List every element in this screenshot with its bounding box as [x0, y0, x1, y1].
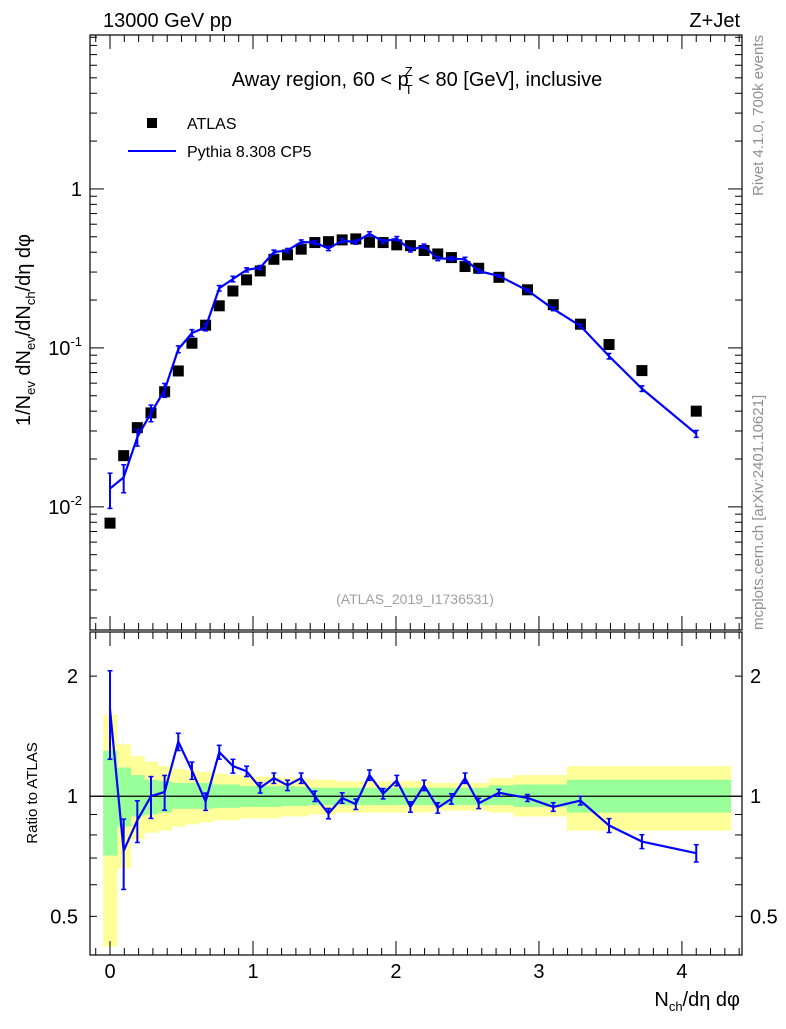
xlabel-pre: N — [654, 989, 668, 1011]
atlas-data-point — [432, 248, 444, 260]
plot-title: Away region, 60 < pZ T < 80 [GeV], inclus… — [232, 64, 602, 97]
ratio-plot: 0.5 0.5 1 1 2 2 0 1 2 3 4 — [50, 631, 778, 983]
atlas-data-point — [104, 517, 116, 529]
main-ytick-label: 10-2 — [48, 493, 82, 519]
legend-mc-label: Pythia 8.308 CP5 — [187, 144, 312, 161]
xtick-label: 1 — [247, 961, 258, 983]
xlabel-sub: ch — [669, 999, 683, 1014]
ratio-ytick-label-left: 1 — [67, 786, 78, 808]
ratio-ytick-label-left: 2 — [67, 666, 78, 688]
mc-line — [109, 232, 697, 490]
rivet-label: Rivet 4.1.0, 700k events — [750, 35, 767, 196]
header-left: 13000 GeV pp — [103, 10, 232, 32]
xlabel-post: /dη dφ — [683, 989, 740, 1011]
atlas-data-point — [295, 243, 307, 255]
atlas-data-point — [186, 337, 198, 349]
xtick-label: 4 — [676, 961, 687, 983]
atlas-data-point — [547, 299, 559, 311]
atlas-data-point — [322, 236, 334, 248]
atlas-data-point — [118, 450, 130, 462]
xtick-label: 3 — [533, 961, 544, 983]
atlas-data-point — [131, 422, 143, 434]
atlas-data-point — [391, 239, 403, 251]
atlas-data-point — [350, 233, 362, 245]
main-ytick-label: 10-1 — [48, 334, 82, 360]
xlabel: Nch/dη dφ — [654, 989, 740, 1014]
atlas-data-point — [268, 253, 280, 265]
header-right: Z+Jet — [689, 10, 740, 32]
xtick-label: 0 — [104, 961, 115, 983]
ratio-band-inner-bin — [488, 785, 514, 806]
ratio-band-inner-bin — [103, 750, 118, 856]
main-ylabel: 1/Nev dNev/dNch/dη dφ — [13, 234, 38, 426]
atlas-data-point — [636, 365, 648, 377]
atlas-data-point — [282, 249, 294, 261]
atlas-data-point — [404, 240, 416, 252]
title-sup: Z — [405, 64, 413, 79]
title-sub: T — [405, 82, 413, 97]
main-frame — [89, 34, 743, 631]
mcplots-label: mcplots.cern.ch [arXiv:2401.10621] — [750, 395, 767, 630]
atlas-data-point — [213, 300, 225, 312]
title-post: < 80 [GeV], inclusive — [413, 69, 603, 91]
atlas-data-point — [241, 274, 253, 286]
xtick-label: 2 — [390, 961, 401, 983]
ratio-ytick-label-right: 0.5 — [750, 906, 778, 928]
atlas-data-point — [227, 285, 239, 297]
ratio-ytick-label-right: 2 — [750, 666, 761, 688]
legend-atlas-label: ATLAS — [187, 116, 237, 133]
ratio-ytick-label-right: 1 — [750, 786, 761, 808]
atlas-data-point — [172, 365, 184, 377]
atlas-data-point — [418, 244, 430, 256]
ratio-ylabel: Ratio to ATLAS — [24, 742, 41, 843]
atlas-data-point — [254, 265, 266, 277]
atlas-data-point — [459, 261, 471, 273]
atlas-data-point — [690, 405, 702, 417]
atlas-data-point — [473, 262, 485, 274]
main-ytick-label: 1 — [71, 179, 82, 201]
atlas-data-point — [603, 339, 615, 351]
ratio-frame — [89, 631, 743, 956]
legend-atlas-marker — [147, 118, 157, 128]
title-pre: Away region, 60 < p — [232, 69, 409, 91]
atlas-data-point — [363, 236, 375, 248]
main-plot: 10-2 10-1 1 — [48, 34, 743, 631]
ratio-ytick-label-left: 0.5 — [50, 906, 78, 928]
analysis-id: (ATLAS_2019_I1736531) — [336, 591, 494, 607]
